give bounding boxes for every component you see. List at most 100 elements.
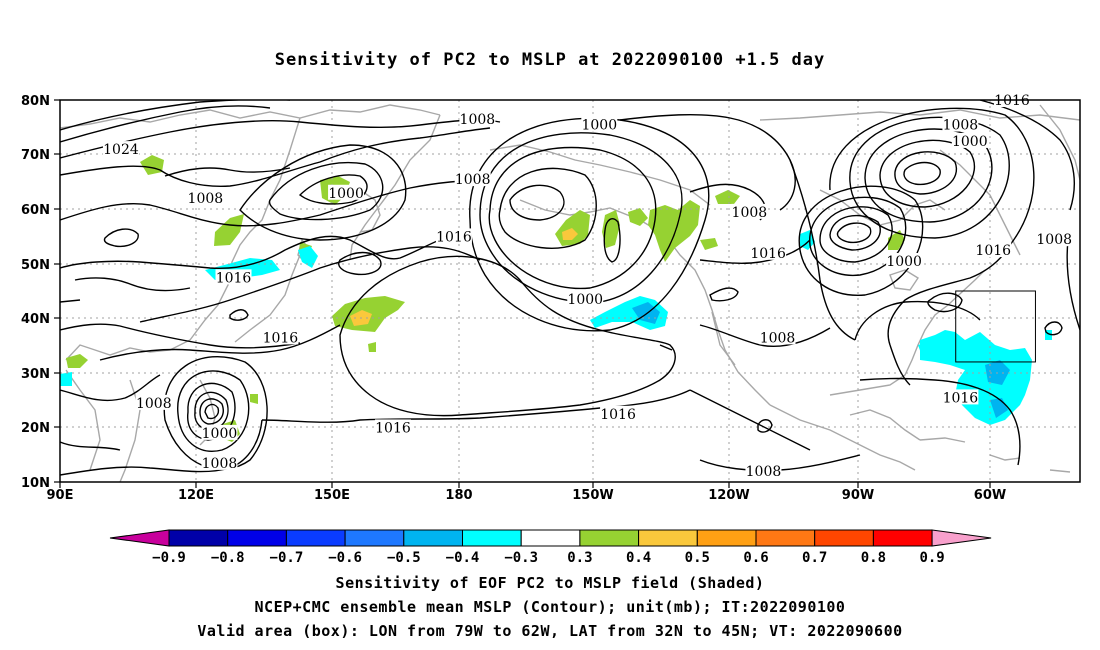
contour-label-bg <box>951 132 988 148</box>
x-tick-label: 150E <box>314 488 350 503</box>
colorbar-label: 0.8 <box>861 550 886 566</box>
contour-label-bg <box>731 203 768 219</box>
contour-label-bg <box>581 116 618 132</box>
contour-label-bg <box>374 419 411 435</box>
colorbar-swatch <box>285 529 346 547</box>
contour-label: 1016 <box>600 407 636 423</box>
contour-label: 1008 <box>943 118 979 134</box>
plot-title: Sensitivity of PC2 to MSLP at 2022090100… <box>274 50 826 70</box>
valid-area-box <box>955 290 1036 363</box>
contour-label-bg <box>942 116 979 132</box>
contour-label-bg <box>328 184 365 200</box>
colorbar-label: −0.7 <box>270 550 304 566</box>
colorbar-swatch <box>872 529 933 547</box>
colorbar-right-arrow <box>931 529 992 547</box>
contour-label-bg <box>942 389 979 405</box>
colorbar-left-arrow <box>109 529 170 547</box>
colorbar-swatch <box>696 529 757 547</box>
contour-label-bg <box>435 228 472 244</box>
x-tick-label: 120W <box>708 488 749 503</box>
colorbar-swatch <box>755 529 816 547</box>
colorbar-label: 0.9 <box>919 550 944 566</box>
y-tick-label: 80N <box>21 94 50 109</box>
contour-label: 1008 <box>202 456 238 472</box>
x-tick-label: 120E <box>178 488 214 503</box>
contour-label: 1016 <box>375 420 411 436</box>
contour-label-bg <box>454 171 491 187</box>
colorbar-swatch <box>579 529 640 547</box>
colorbar-swatch <box>520 529 581 547</box>
contour-label-bg <box>886 252 923 268</box>
colorbar-label: −0.9 <box>152 550 186 566</box>
contour-label-bg <box>1036 231 1073 247</box>
contour-label: 1008 <box>455 172 491 188</box>
contour-label-bg <box>759 329 796 345</box>
contour-label: 1000 <box>952 134 988 150</box>
contour-label: 1008 <box>136 396 172 412</box>
colorbar-label: −0.4 <box>446 550 480 566</box>
x-tick-label: 150W <box>572 488 613 503</box>
plot-frame <box>59 99 1081 483</box>
axis-ticks <box>54 99 991 488</box>
contour-label-bg <box>745 463 782 479</box>
x-tick-label: 180 <box>445 488 472 503</box>
contour-label-bg <box>975 242 1012 258</box>
y-tick-label: 10N <box>21 476 50 491</box>
contour-label: 1000 <box>567 292 603 308</box>
contour-label: 1008 <box>188 191 224 207</box>
contour-label: 1008 <box>746 464 782 480</box>
contour-label-bg <box>102 141 139 157</box>
contour-label-bg <box>600 405 637 421</box>
colorbar-label: 0.6 <box>743 550 768 566</box>
y-tick-label: 70N <box>21 148 50 163</box>
contour-label: 1008 <box>760 330 796 346</box>
mslp-contours <box>60 100 1080 476</box>
x-axis-labels: 90E 120E 150E 180 150W 120W 90W 60W <box>47 488 1007 503</box>
colorbar-label: 0.3 <box>567 550 592 566</box>
contour-label: 1008 <box>460 112 496 128</box>
y-axis-labels: 80N 70N 60N 50N 40N 30N 20N 10N <box>21 94 50 491</box>
contour-label: 1008 <box>732 205 768 221</box>
contour-label-bg <box>459 111 496 127</box>
y-tick-label: 60N <box>21 203 50 218</box>
contour-label: 1000 <box>202 426 238 442</box>
contour-label: 1000 <box>886 254 922 270</box>
x-tick-label: 90E <box>47 488 74 503</box>
contour-label-bg <box>135 394 172 410</box>
contour-label: 1016 <box>943 390 979 406</box>
y-tick-label: 50N <box>21 258 50 273</box>
colorbar-label: 0.4 <box>626 550 651 566</box>
colorbar-label: −0.6 <box>328 550 362 566</box>
colorbar: −0.9 −0.8 −0.7 −0.6 −0.5 −0.4 −0.3 0.3 0.4 0.5 0.6… <box>109 529 992 566</box>
colorbar-label: −0.5 <box>387 550 421 566</box>
x-tick-label: 90W <box>842 488 874 503</box>
y-tick-label: 30N <box>21 367 50 382</box>
contour-label-bg <box>187 190 224 206</box>
contour-label: 1024 <box>103 142 139 158</box>
contour-label: 1016 <box>975 243 1011 259</box>
contour-label-bg <box>201 454 238 470</box>
contour-label-bg <box>201 424 238 440</box>
contour-label-bg <box>262 329 299 345</box>
contour-label: 1016 <box>263 330 299 346</box>
colorbar-swatch <box>462 529 522 547</box>
caption-line-1: Sensitivity of EOF PC2 to MSLP field (Sh… <box>335 574 765 592</box>
contour-label: 1000 <box>581 118 617 134</box>
contour-label: 1008 <box>1036 232 1072 248</box>
contour-label: 1016 <box>750 246 786 262</box>
colorbar-swatch <box>638 529 698 547</box>
contour-label: 1016 <box>436 229 472 245</box>
contour-label-bg <box>750 244 787 260</box>
colorbar-label: 0.5 <box>685 550 710 566</box>
colorbar-label: 0.7 <box>802 550 827 566</box>
contour-label-bg <box>215 269 252 285</box>
contour-label: 1000 <box>328 186 364 202</box>
colorbar-swatch <box>344 529 405 547</box>
colorbar-label: −0.8 <box>211 550 245 566</box>
contour-label: 1016 <box>216 270 252 286</box>
y-tick-label: 20N <box>21 421 50 436</box>
contour-label-bg <box>567 291 604 307</box>
caption-line-3: Valid area (box): LON from 79W to 62W, L… <box>197 622 903 640</box>
